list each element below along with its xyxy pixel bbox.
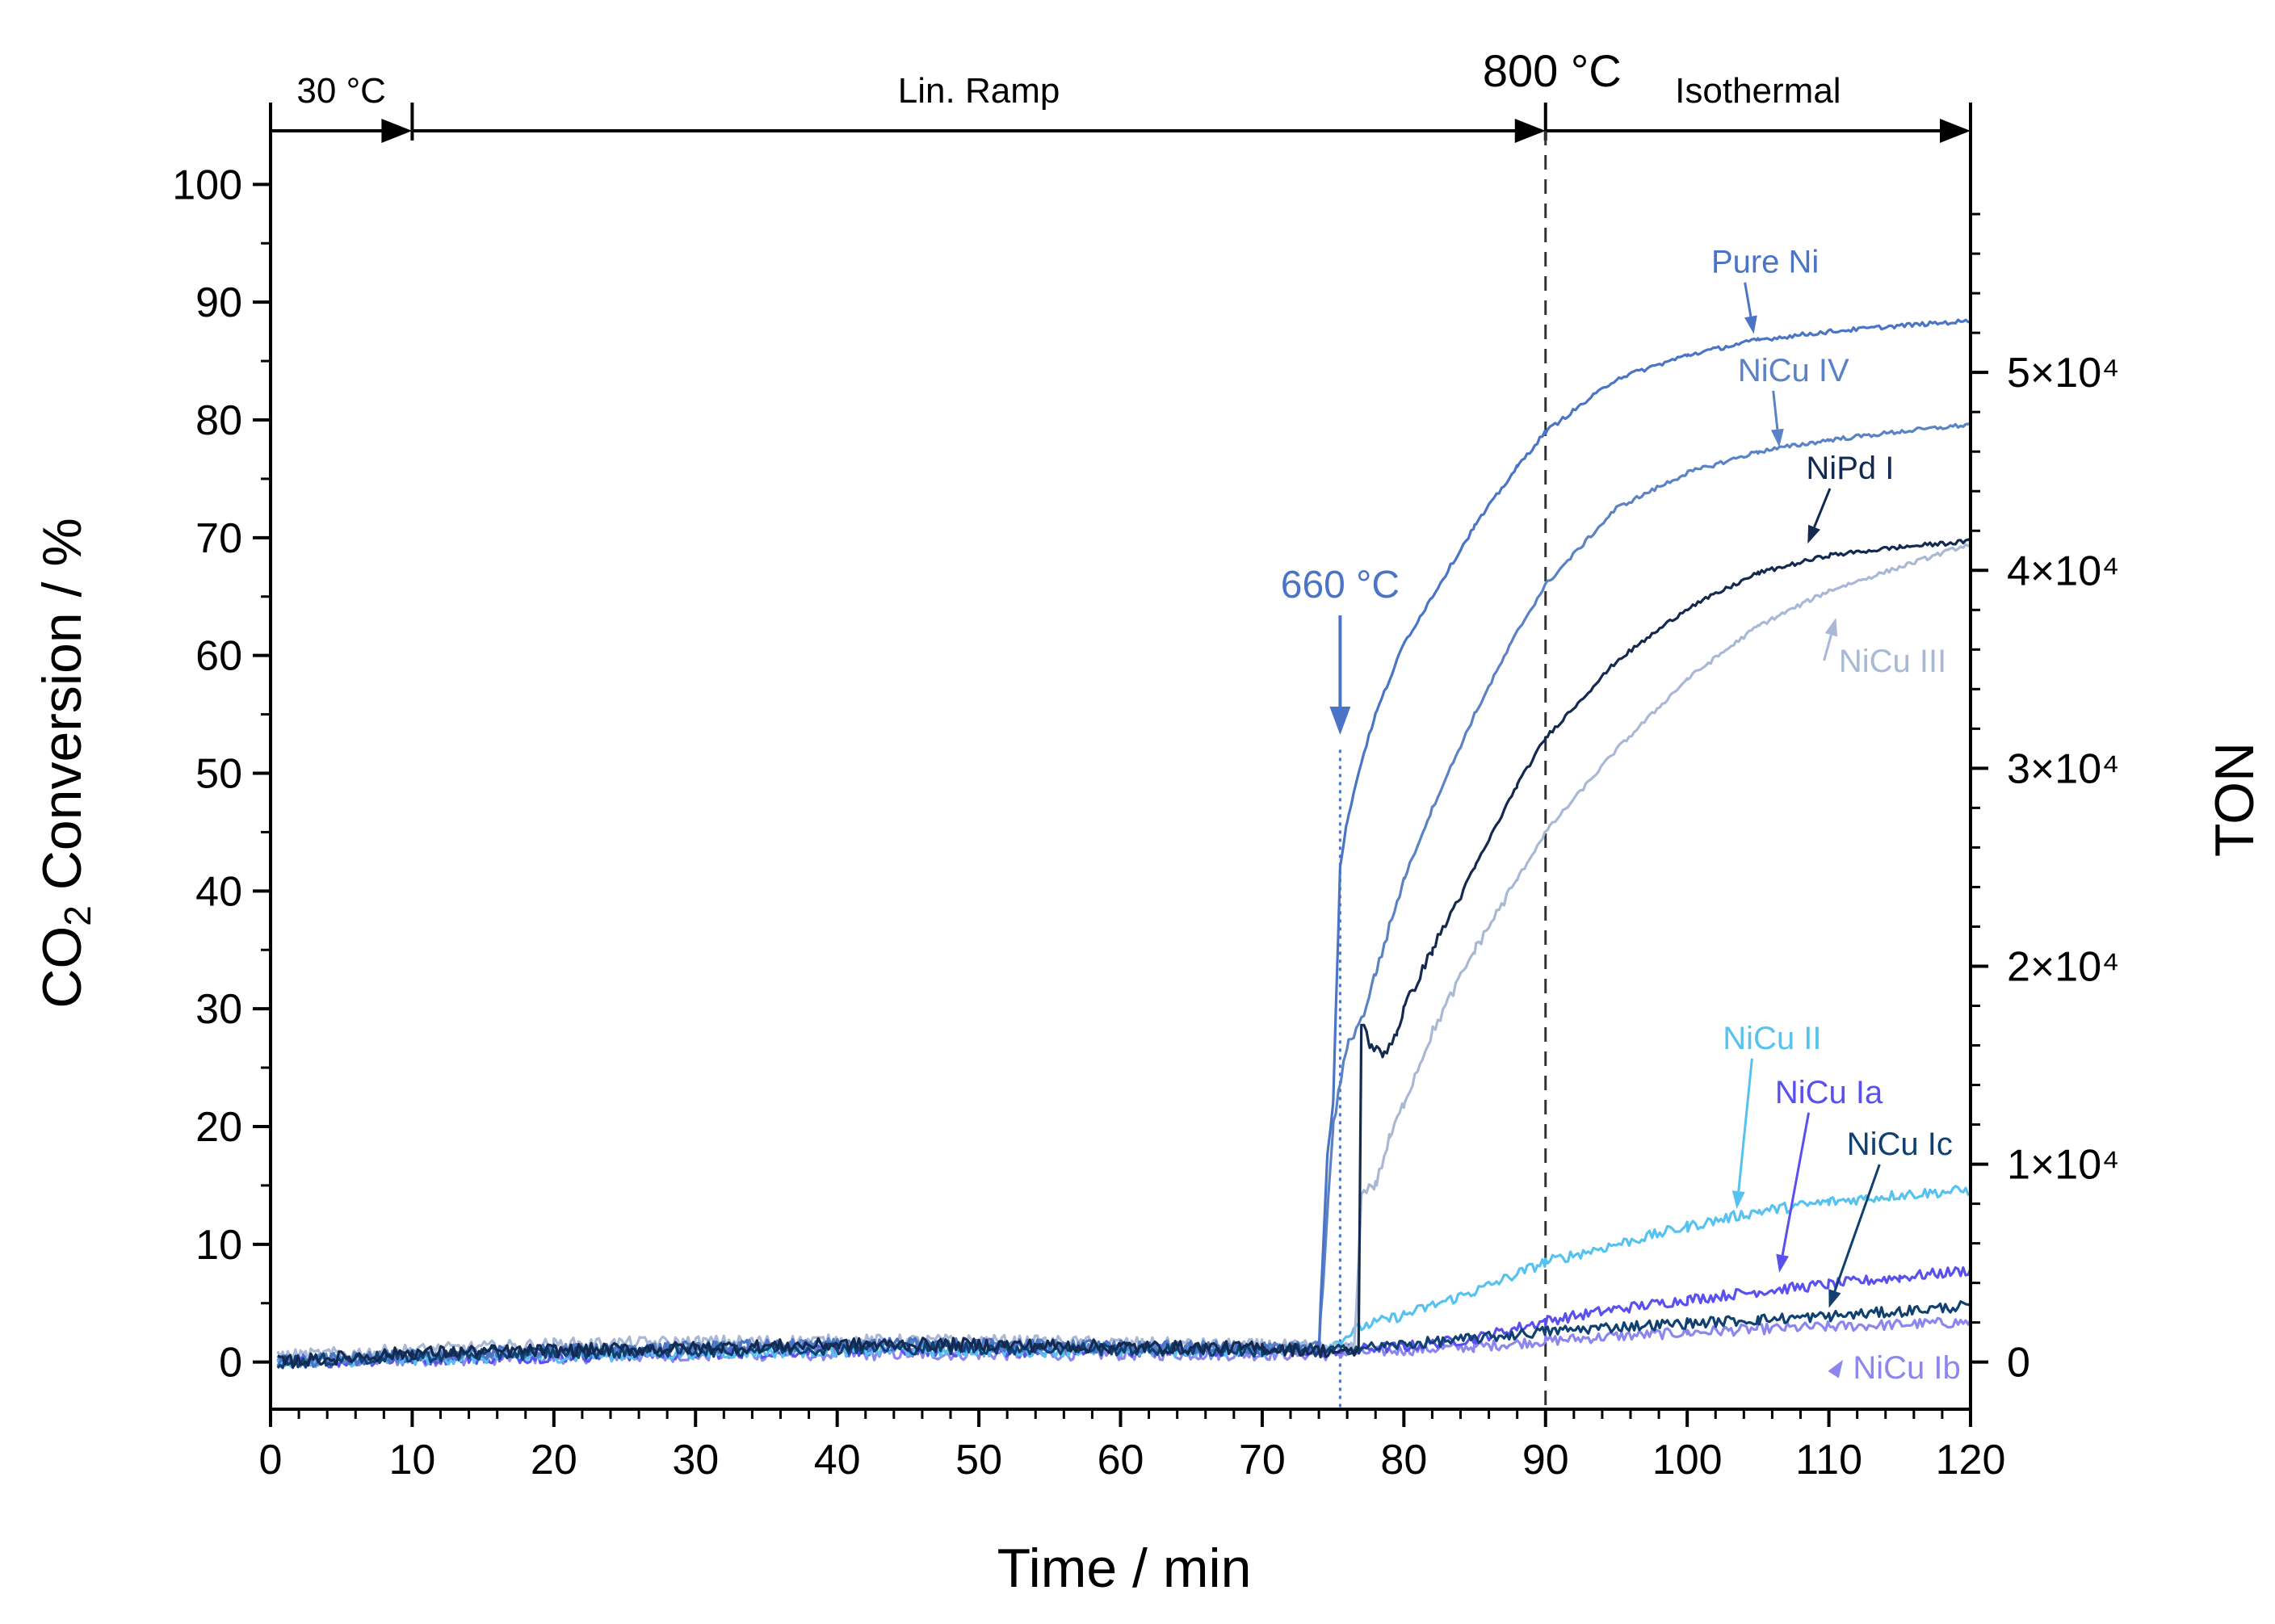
y2-tick-label: 3×10⁴ <box>2007 745 2119 792</box>
y-tick-label: 20 <box>195 1104 242 1151</box>
x-tick-label: 120 <box>1936 1437 2006 1483</box>
series-line-nicu-iii <box>276 543 1972 1363</box>
phase-label: Isothermal <box>1675 71 1841 111</box>
phase-bar: 30 °C Lin. Ramp Isothermal 800 °C <box>269 45 1972 143</box>
x-axis-label: Time / min <box>997 1538 1252 1599</box>
y-tick-label: 40 <box>195 868 242 915</box>
annotation-label-nicu-ib: NiCu Ib <box>1853 1350 1960 1386</box>
x-tick-label: 20 <box>531 1437 577 1483</box>
series-line-nicu-iv <box>276 422 1971 1369</box>
annotation-arrowhead-nicu-ib <box>1828 1359 1844 1379</box>
annotation-label-nipd-i: NiPd I <box>1806 451 1894 486</box>
x-tick-label: 110 <box>1795 1437 1862 1483</box>
annotation-arrow-pure-ni <box>1744 282 1752 317</box>
annotation-arrow-nicu-iv <box>1772 390 1779 430</box>
y2-tick-label: 0 <box>2007 1340 2030 1387</box>
y2-tick-label: 2×10⁴ <box>2007 943 2119 990</box>
annotation-arrowhead-nicu-iv <box>1770 428 1784 447</box>
annotation-label-nicu-ia: NiCu Ia <box>1775 1075 1883 1110</box>
y-tick-label: 30 <box>195 986 242 1033</box>
y2-axis-title: TON <box>2204 742 2265 857</box>
plot-decorations: 660 °C <box>1281 131 1547 1409</box>
y-axis-label: CO2 Conversion / % <box>31 518 99 1009</box>
series-line-pure-ni <box>276 318 1971 1368</box>
annotation-label-pure-ni: Pure Ni <box>1711 245 1819 280</box>
phase-arrowhead <box>381 119 413 143</box>
x-tick-label: 60 <box>1098 1437 1144 1483</box>
y-tick-label: 50 <box>195 751 242 798</box>
x-tick-label: 0 <box>259 1437 283 1483</box>
series-line-nicu-ii <box>276 1185 1971 1370</box>
y-tick-label: 60 <box>195 633 242 680</box>
y-tick-label: 90 <box>195 279 242 326</box>
onset-marker-label: 660 °C <box>1281 564 1400 606</box>
x-tick-label: 30 <box>672 1437 719 1483</box>
annotation-arrow-nicu-ic <box>1833 1164 1881 1292</box>
x-tick-label: 40 <box>814 1437 861 1483</box>
x-tick-label: 50 <box>955 1437 1002 1483</box>
annotation-arrowhead-nipd-i <box>1807 524 1820 544</box>
annotation-label-nicu-iv: NiCu IV <box>1738 353 1849 388</box>
y-axis-label-prefix: CO <box>31 926 93 1009</box>
annotation-label-nicu-iii: NiCu III <box>1839 644 1946 679</box>
phase-arrowhead <box>1514 119 1546 143</box>
y-tick-label: 10 <box>195 1222 242 1269</box>
x-tick-label: 10 <box>388 1437 435 1483</box>
annotation-arrowhead-nicu-ic <box>1828 1289 1841 1308</box>
series-layer <box>276 318 1972 1370</box>
annotation-arrow-nipd-i <box>1813 488 1832 528</box>
axes-layer: 0 10 20 30 40 50 60 70 80 90 100 110 120 0 10 20 30 40 50 6… <box>172 137 2119 1483</box>
x-tick-label: 80 <box>1380 1437 1427 1483</box>
temp-marker-label: 800 °C <box>1483 45 1622 96</box>
annotation-arrow-nicu-ii <box>1737 1058 1753 1192</box>
x-tick-label: 70 <box>1239 1437 1286 1483</box>
y2-tick-label: 1×10⁴ <box>2007 1142 2119 1189</box>
annotation-label-nicu-ic: NiCu Ic <box>1847 1127 1953 1162</box>
y-tick-label: 70 <box>195 515 242 562</box>
annotation-arrowhead-pure-ni <box>1744 315 1757 334</box>
annotation-arrow-nicu-iii <box>1823 634 1832 661</box>
phase-label: 30 °C <box>296 71 386 111</box>
annotation-arrowhead-nicu-ii <box>1731 1190 1745 1210</box>
y2-tick-label: 5×10⁴ <box>2007 350 2119 397</box>
y-tick-label: 100 <box>172 162 242 208</box>
series-line-nipd-i <box>277 538 1971 1369</box>
phase-label: Lin. Ramp <box>898 71 1060 111</box>
annotation-layer: Pure Ni NiCu IV NiPd I NiCu III NiCu II NiCu … <box>1711 245 1961 1386</box>
y-axis-label-suffix: Conversion / % <box>31 518 93 905</box>
annotation-arrowhead-nicu-iii <box>1824 618 1838 637</box>
y-axis-label-sub: 2 <box>57 905 99 926</box>
x-tick-label: 90 <box>1522 1437 1569 1483</box>
y2-axis-label: TON <box>2204 742 2265 857</box>
annotation-arrow-nicu-ia <box>1781 1112 1811 1256</box>
y2-tick-label: 4×10⁴ <box>2007 548 2119 594</box>
x-tick-label: 100 <box>1652 1437 1723 1483</box>
annotation-label-nicu-ii: NiCu II <box>1723 1021 1821 1056</box>
onset-marker-arrowhead <box>1329 707 1351 735</box>
y-tick-label: 80 <box>195 397 242 444</box>
y-tick-label: 0 <box>219 1340 242 1387</box>
annotation-arrowhead-nicu-ia <box>1776 1253 1790 1273</box>
phase-arrowhead <box>1940 119 1971 143</box>
